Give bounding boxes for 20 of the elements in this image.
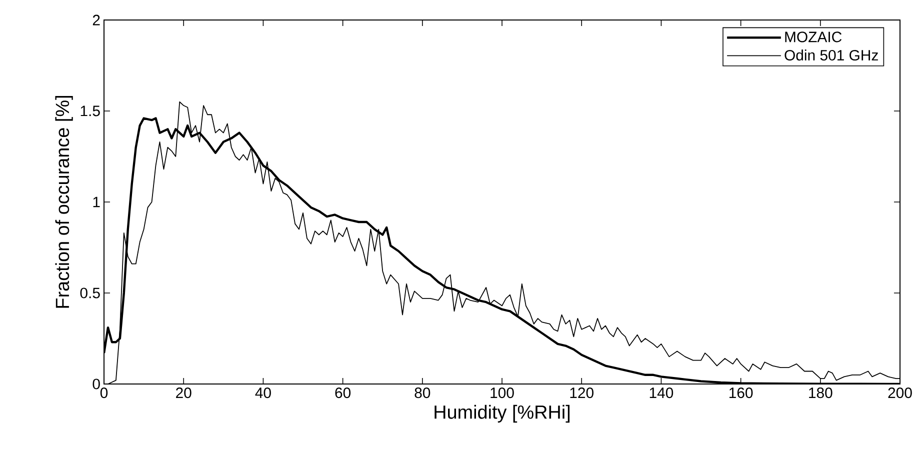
y-tick-label: 1.5 xyxy=(80,106,100,116)
x-tick-label: 40 xyxy=(255,388,271,398)
x-tick-label: 180 xyxy=(809,388,832,398)
y-tick-label: 0 xyxy=(92,378,100,390)
x-tick-label: 120 xyxy=(570,388,594,398)
x-tick-label: 140 xyxy=(650,388,674,398)
x-tick-label: 60 xyxy=(335,388,351,398)
y-tick-label: 1 xyxy=(93,196,100,208)
x-tick-label: 20 xyxy=(176,388,192,398)
x-tick-label: 80 xyxy=(414,388,430,398)
x-tick-label: 0 xyxy=(100,388,108,398)
legend-label: Odin 501 GHz xyxy=(784,50,878,61)
x-tick-label: 160 xyxy=(729,388,753,398)
y-axis-title: Fraction of occurance [%] xyxy=(55,96,73,308)
x-tick-label: 200 xyxy=(888,388,912,398)
y-tick-label: 2 xyxy=(92,14,100,26)
y-tick-label: 0.5 xyxy=(80,288,100,298)
x-axis-title: Humidity [%RHi] xyxy=(434,404,570,423)
x-tick-label: 100 xyxy=(490,388,514,398)
legend-label: MOZAIC xyxy=(785,32,842,42)
